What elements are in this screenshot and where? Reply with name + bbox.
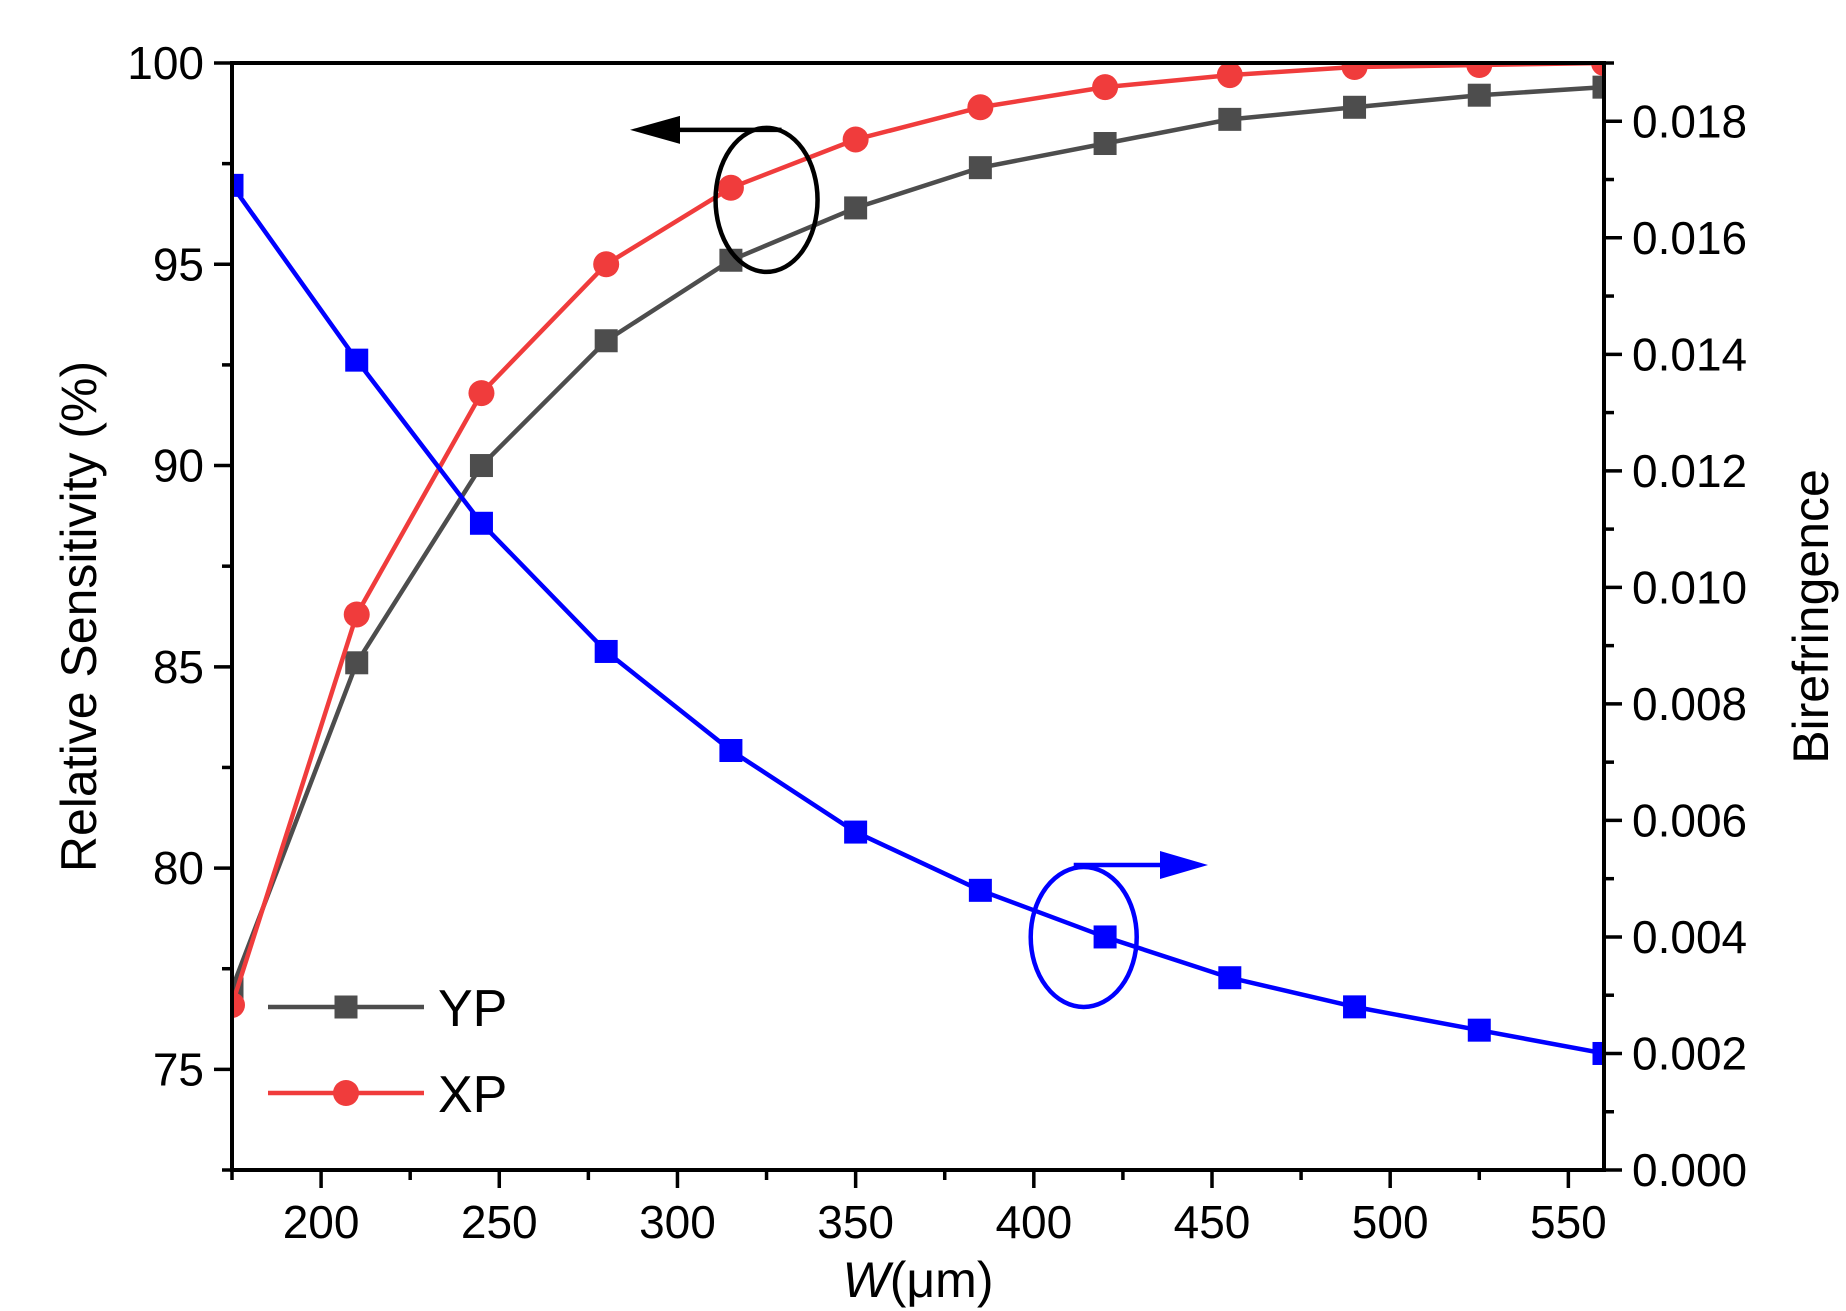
annotation-arrow-left-head: [630, 115, 680, 144]
data-point-yp-9: [1343, 95, 1367, 119]
data-point-xp-9: [1341, 63, 1368, 81]
data-point-birefringence-6: [968, 878, 992, 902]
data-point-xp-5: [842, 126, 869, 153]
data-point-yp-8: [1218, 107, 1242, 131]
y-right-tick-label-0.016: 0.016: [1632, 212, 1747, 264]
x-tick-label-500: 500: [1352, 1196, 1429, 1248]
axes: 200 250 300 350 400 450 500 550 75 80 85 90 95 100 0.0…: [127, 37, 1747, 1248]
y-right-tick-label-0.014: 0.014: [1632, 328, 1747, 380]
annotation-arrow-right-head: [1160, 850, 1208, 879]
y-right-tick-label-0.018: 0.018: [1632, 95, 1747, 147]
x-tick-label-250: 250: [461, 1196, 538, 1248]
data-point-yp-11: [1592, 75, 1604, 99]
y-left-tick-label-95: 95: [153, 238, 204, 290]
data-point-yp-6: [968, 156, 992, 180]
y-right-tick-label-0.006: 0.006: [1632, 794, 1747, 846]
data-point-yp-1: [345, 651, 369, 675]
y-axis-left-title: Relative Sensitivity (%): [51, 361, 107, 872]
data-point-birefringence-4: [719, 739, 743, 763]
data-point-birefringence-2: [469, 511, 493, 535]
data-point-xp-4: [717, 174, 744, 201]
data-point-birefringence-10: [1467, 1018, 1491, 1042]
y-left-tick-label-80: 80: [153, 842, 204, 894]
data-point-birefringence-5: [844, 820, 868, 844]
data-point-yp-5: [844, 196, 868, 220]
x-tick-label-550: 550: [1530, 1196, 1607, 1248]
data-point-xp-1: [343, 601, 370, 628]
y-left-tick-label-90: 90: [153, 440, 204, 492]
data-point-birefringence-11: [1592, 1041, 1604, 1065]
x-tick-label-300: 300: [639, 1196, 716, 1248]
data-point-xp-7: [1092, 74, 1119, 101]
y-right-tick-label-0.002: 0.002: [1632, 1027, 1747, 1079]
series-line-yp: [232, 84, 1604, 990]
series-line-xp: [232, 63, 1604, 1006]
data-point-yp-3: [594, 329, 618, 353]
data-point-yp-10: [1467, 83, 1491, 107]
data-point-yp-7: [1093, 132, 1117, 156]
x-tick-label-200: 200: [283, 1196, 360, 1248]
plot-area: [232, 63, 1604, 1065]
data-point-yp-2: [469, 454, 493, 478]
legend-label-xp: XP: [438, 1066, 507, 1124]
x-tick-label-400: 400: [995, 1196, 1072, 1248]
data-point-xp-3: [593, 251, 620, 278]
legend-label-yp: YP: [438, 980, 507, 1038]
data-point-xp-10: [1466, 63, 1493, 79]
axis-labels: W(μm) Relative Sensitivity (%) Birefring…: [51, 361, 1839, 1308]
annotations: [630, 115, 1208, 1010]
data-point-yp-4: [719, 248, 743, 272]
legend-marker-xp: [333, 1080, 359, 1106]
y-right-tick-label-0.012: 0.012: [1632, 445, 1747, 497]
y-right-tick-label-0.000: 0.000: [1632, 1144, 1747, 1196]
data-point-xp-8: [1216, 63, 1243, 89]
data-point-xp-6: [967, 94, 994, 121]
data-point-birefringence-1: [345, 348, 369, 372]
y-left-tick-label-85: 85: [153, 641, 204, 693]
y-right-tick-label-0.010: 0.010: [1632, 561, 1747, 613]
x-axis-title: W(μm): [843, 1252, 994, 1308]
y-axis-right-title: Birefringence: [1783, 469, 1839, 764]
legend: YP XP: [268, 980, 507, 1124]
data-point-birefringence-3: [594, 639, 618, 663]
x-axis-title-italic: W: [843, 1252, 895, 1308]
x-axis-title-unit: (μm): [890, 1252, 994, 1308]
x-tick-label-450: 450: [1174, 1196, 1251, 1248]
data-point-birefringence-7: [1093, 925, 1117, 949]
y-right-tick-label-0.008: 0.008: [1632, 678, 1747, 730]
y-left-tick-label-75: 75: [153, 1043, 204, 1095]
legend-marker-yp: [334, 995, 358, 1019]
data-point-xp-0: [232, 991, 245, 1018]
y-right-tick-label-0.004: 0.004: [1632, 911, 1747, 963]
series-line-birefringence: [232, 184, 1604, 1056]
annotation-ellipse-right: [1028, 864, 1139, 1010]
data-point-birefringence-8: [1218, 966, 1242, 990]
plot-frame: [230, 61, 1606, 1172]
data-point-birefringence-0: [232, 173, 244, 197]
y-left-tick-label-100: 100: [127, 37, 204, 89]
data-point-birefringence-9: [1343, 995, 1367, 1019]
data-point-xp-2: [468, 380, 495, 407]
data-point-xp-11: [1591, 63, 1604, 76]
x-tick-label-350: 350: [817, 1196, 894, 1248]
